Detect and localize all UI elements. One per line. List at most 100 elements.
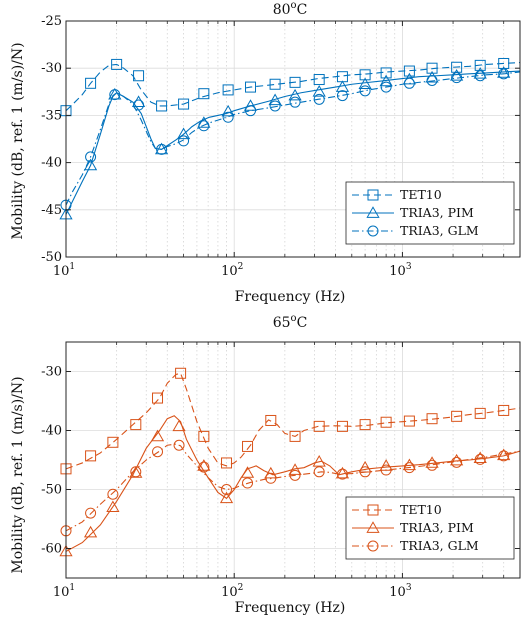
y-axis-label: Mobility (dB, ref. 1 (m/s)/N) [10, 376, 26, 573]
y-tick-label: -50 [41, 250, 62, 265]
data-point [268, 93, 282, 106]
data-point [474, 407, 486, 419]
data-point [403, 77, 415, 89]
data-point [336, 90, 348, 102]
data-point [107, 436, 119, 448]
chart-title: 65oC [273, 313, 308, 331]
chart-65c: 65oC Mobility (dB, ref. 1 (m/s)/N) Frequ… [10, 313, 521, 616]
data-point [312, 85, 326, 97]
series-line [65, 443, 521, 532]
data-point [367, 504, 379, 516]
data-point [197, 459, 211, 471]
data-point [269, 100, 281, 112]
data-point [198, 120, 210, 132]
data-point [178, 135, 190, 147]
data-point [219, 491, 234, 504]
data-point [221, 484, 233, 495]
x-tick-label: 101 [53, 583, 75, 600]
chart-80c: 80oC Mobility (dB, ref. 1 (m/s)/N) Frequ… [10, 0, 521, 305]
data-point [335, 80, 350, 92]
data-point [380, 464, 392, 476]
data-point [451, 410, 463, 422]
data-point [403, 462, 415, 474]
data-point [222, 84, 234, 96]
legend: TET10 TRIA3, PIM TRIA3, GLM [345, 181, 515, 245]
series-square [60, 367, 521, 475]
data-point [498, 450, 510, 462]
data-point [265, 414, 277, 426]
data-point [426, 62, 438, 74]
data-point [336, 468, 348, 480]
x-tick-label: 102 [221, 262, 243, 279]
data-point [83, 158, 98, 171]
data-point [313, 466, 325, 478]
y-tick-label: -30 [41, 365, 62, 380]
data-point [359, 466, 371, 478]
data-point [242, 440, 254, 452]
y-tick-label: -40 [41, 156, 62, 171]
data-point [380, 67, 392, 79]
data-point [498, 404, 510, 416]
x-axis-label: Frequency (Hz) [235, 289, 346, 305]
data-point [178, 98, 190, 110]
legend-label: TET10 [400, 502, 442, 517]
data-point [109, 89, 121, 101]
data-point [358, 77, 372, 90]
data-point [474, 453, 486, 465]
data-point [313, 74, 325, 86]
legend-item: TRIA3, GLM [352, 223, 479, 238]
y-tick-label: -45 [41, 203, 62, 218]
data-point [366, 521, 380, 533]
data-point [403, 415, 415, 427]
legend-item: TRIA3, PIM [352, 520, 474, 535]
data-point [269, 78, 281, 90]
data-point [473, 451, 487, 464]
data-point [152, 392, 164, 404]
data-point [156, 100, 168, 112]
data-point [473, 67, 487, 79]
data-point [133, 70, 145, 82]
data-point [366, 206, 380, 218]
data-point [198, 88, 210, 100]
data-point [130, 419, 142, 431]
y-axis-label: Mobility (dB, ref. 1 (m/s)/N) [10, 42, 26, 239]
data-point [106, 500, 120, 513]
data-point [289, 76, 301, 88]
data-point [497, 66, 511, 78]
x-tick-label: 101 [53, 262, 75, 279]
y-tick-label: -40 [41, 424, 62, 439]
data-point [265, 472, 277, 484]
legend-label: TET10 [400, 187, 442, 202]
data-point [380, 416, 392, 428]
data-point [198, 430, 210, 442]
data-point [198, 461, 210, 473]
data-point [498, 68, 510, 80]
data-point [111, 58, 123, 70]
data-point [359, 419, 371, 431]
data-point [289, 96, 301, 108]
axes-box [65, 20, 521, 258]
data-point [474, 70, 486, 82]
legend: TET10 TRIA3, PIM TRIA3, GLM [345, 496, 515, 560]
y-tick-label: -60 [41, 542, 62, 557]
data-point [359, 85, 371, 97]
data-point [426, 74, 438, 86]
data-point [107, 488, 119, 500]
x-tick-label: 103 [389, 262, 412, 279]
data-point [133, 99, 145, 111]
data-point [367, 225, 379, 237]
data-point [221, 104, 235, 117]
data-point [156, 143, 168, 155]
data-point [425, 456, 439, 468]
legend-label: TRIA3, GLM [400, 538, 479, 553]
legend-item: TRIA3, GLM [352, 538, 479, 553]
series-line [65, 71, 521, 206]
legend-label: TRIA3, PIM [400, 520, 474, 535]
data-point [85, 77, 97, 89]
data-point [313, 93, 325, 105]
data-point [150, 429, 165, 442]
data-point [172, 419, 186, 432]
data-point [83, 525, 98, 538]
data-point [108, 87, 122, 100]
data-point [359, 69, 371, 81]
